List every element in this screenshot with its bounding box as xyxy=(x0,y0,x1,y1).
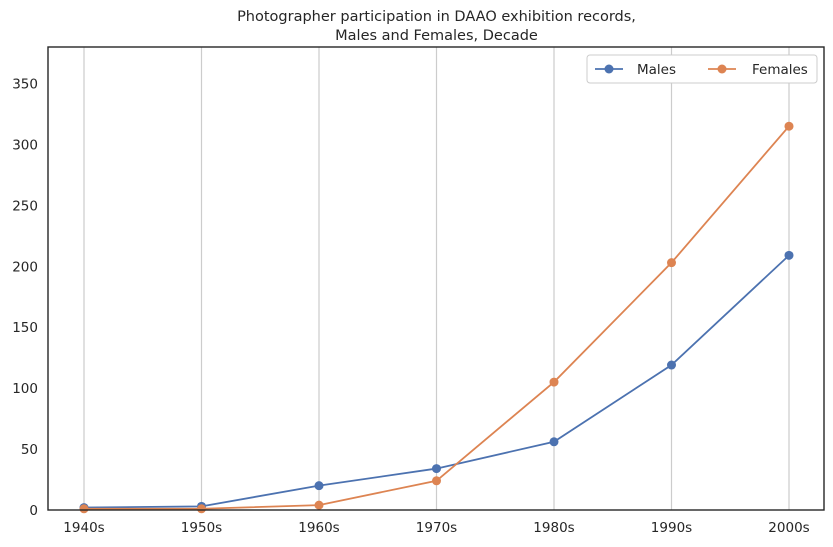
y-tick-label: 50 xyxy=(21,442,38,458)
x-tick-label: 1990s xyxy=(651,520,692,536)
x-tick-label: 1940s xyxy=(63,520,104,536)
plot-frame xyxy=(47,46,825,511)
x-tick-label: 1960s xyxy=(298,520,339,536)
y-tick-label: 300 xyxy=(12,137,38,153)
data-point-males xyxy=(784,250,794,260)
chart-title: Photographer participation in DAAO exhib… xyxy=(0,8,833,46)
data-point-females xyxy=(79,504,89,514)
x-tick-label: 1980s xyxy=(533,520,574,536)
legend-box xyxy=(586,54,818,84)
data-point-females xyxy=(197,504,206,514)
x-axis-ticks: 1940s 1950s 1960s 1970s 1980s 1990s 2000s xyxy=(63,520,809,536)
y-tick-label: 150 xyxy=(12,320,38,336)
data-point-females xyxy=(549,377,559,387)
legend-label-males: Males xyxy=(637,62,676,78)
y-tick-label: 200 xyxy=(12,259,38,275)
legend: Males Females xyxy=(586,54,818,84)
data-point-males xyxy=(549,437,559,447)
data-point-females xyxy=(432,476,441,486)
data-point-females xyxy=(314,500,324,510)
legend-marker-females xyxy=(717,64,727,74)
chart-title-line-1: Photographer participation in DAAO exhib… xyxy=(237,9,636,25)
legend-label-females: Females xyxy=(752,62,808,78)
data-point-females xyxy=(784,121,794,131)
y-tick-label: 100 xyxy=(12,381,38,397)
data-point-males xyxy=(432,464,441,474)
data-point-males xyxy=(314,481,324,491)
data-point-males xyxy=(667,360,676,370)
chart-title-line-2: Males and Females, Decade xyxy=(335,28,538,44)
y-tick-label: 350 xyxy=(12,77,38,93)
x-tick-label: 1950s xyxy=(181,520,222,536)
x-tick-label: 1970s xyxy=(416,520,457,536)
x-tick-label: 2000s xyxy=(768,520,809,536)
data-point-females xyxy=(667,258,676,268)
legend-marker-males xyxy=(604,64,614,74)
grid-lines xyxy=(83,47,790,510)
y-tick-label: 250 xyxy=(12,198,38,214)
y-axis-ticks: 0 50 100 150 200 250 300 350 xyxy=(12,77,38,519)
y-tick-label: 0 xyxy=(29,503,38,519)
